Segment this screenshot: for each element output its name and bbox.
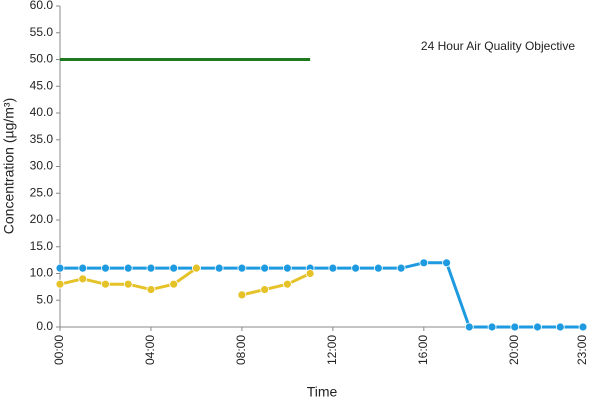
y-axis-title: Concentration (µg/m³) xyxy=(1,98,17,234)
y-tick-label: 55.0 xyxy=(30,25,54,39)
data-point xyxy=(169,279,179,289)
data-point xyxy=(328,263,338,273)
data-point xyxy=(533,322,542,332)
data-point xyxy=(101,263,110,273)
data-point xyxy=(55,279,65,289)
data-point xyxy=(192,263,201,273)
y-tick-label: 0.0 xyxy=(36,319,53,333)
y-tick-label: 5.0 xyxy=(36,292,53,306)
data-point xyxy=(260,263,270,273)
data-point xyxy=(169,263,179,273)
y-tick-label: 25.0 xyxy=(30,185,54,199)
x-tick-label: 12:00 xyxy=(325,335,339,365)
data-point xyxy=(146,285,156,294)
y-tick-label: 15.0 xyxy=(30,239,54,253)
series-line xyxy=(241,272,311,297)
data-point xyxy=(305,269,315,278)
data-point xyxy=(464,322,474,332)
x-tick-label: 20:00 xyxy=(507,335,521,365)
x-tick-label: 16:00 xyxy=(416,335,430,365)
data-point xyxy=(260,285,270,294)
data-point xyxy=(373,263,383,273)
data-point xyxy=(123,279,133,289)
data-point xyxy=(78,263,88,273)
data-point xyxy=(55,263,65,273)
x-tick-label: 00:00 xyxy=(52,335,66,365)
x-axis-title: Time xyxy=(307,384,338,400)
x-tick-label: 08:00 xyxy=(234,335,248,365)
x-tick-label: 04:00 xyxy=(143,335,157,365)
data-point xyxy=(282,279,292,289)
data-point xyxy=(351,263,361,273)
data-point xyxy=(237,263,247,273)
data-point xyxy=(396,263,406,273)
data-point xyxy=(237,290,247,300)
data-point xyxy=(555,322,565,332)
y-tick-label: 30.0 xyxy=(30,159,54,173)
data-point xyxy=(487,322,497,332)
data-point xyxy=(419,258,429,268)
data-point xyxy=(78,274,88,284)
y-tick-label: 20.0 xyxy=(30,212,54,226)
y-tick-label: 10.0 xyxy=(30,266,54,280)
data-point xyxy=(282,263,292,273)
series-line xyxy=(60,261,583,329)
data-point xyxy=(123,263,133,273)
legend-label: 24 Hour Air Quality Objective xyxy=(421,39,575,53)
data-point xyxy=(578,322,588,332)
data-point xyxy=(101,279,110,289)
data-point xyxy=(442,258,451,268)
y-tick-label: 40.0 xyxy=(30,105,54,119)
y-tick-label: 45.0 xyxy=(30,78,54,92)
y-tick-label: 50.0 xyxy=(30,52,54,66)
data-point xyxy=(214,263,224,273)
x-tick-label: 23:00 xyxy=(575,335,589,365)
data-point xyxy=(146,263,156,273)
y-tick-label: 35.0 xyxy=(30,132,54,146)
y-tick-label: 60.0 xyxy=(30,0,54,12)
data-point xyxy=(510,322,520,332)
